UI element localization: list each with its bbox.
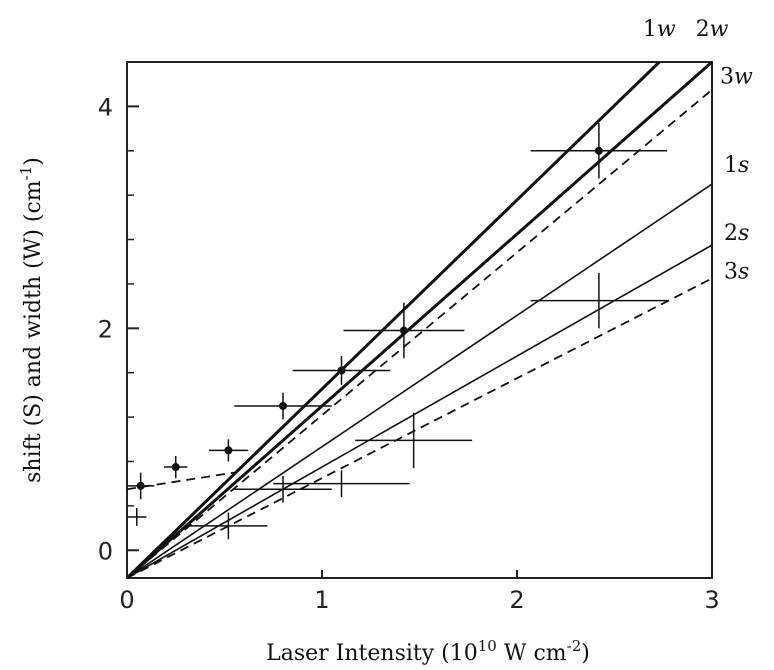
y-axis-title-exp: -1 (17, 166, 35, 181)
x-tick-label: 1 (314, 586, 329, 614)
data-point (343, 302, 465, 359)
line-label-2s: 2s (724, 221, 749, 246)
y-axis-title-main: shift (S) and width (W) (cm (21, 180, 46, 483)
y-tick-label: 0 (98, 537, 113, 565)
data-point (292, 356, 391, 385)
series-line-3s (126, 277, 713, 579)
data-points (127, 123, 668, 540)
x-tick-label: 2 (509, 586, 524, 614)
x-tick-label: 0 (119, 586, 134, 614)
plot-frame (126, 61, 713, 579)
series-line-1s (126, 183, 713, 579)
y-axis-title: shift (S) and width (W) (cm-1) (17, 157, 46, 483)
line-label-2w: 2w (696, 17, 729, 42)
point-marker (279, 402, 287, 410)
x-axis-title-close: ) (581, 641, 590, 666)
data-point (234, 392, 332, 420)
axis-ticks: 0 1 2 3 0 2 4 (98, 93, 720, 614)
point-marker (224, 446, 233, 455)
series-lines (125, 60, 713, 580)
line-label-3w: 3w (720, 65, 753, 90)
data-point (189, 512, 268, 540)
point-marker (136, 481, 145, 490)
data-point (355, 412, 473, 469)
data-point (530, 123, 668, 179)
point-marker (171, 463, 180, 472)
x-tick-label: 3 (704, 586, 719, 614)
x-axis-title-unit-exp: -2 (567, 637, 582, 655)
point-marker (399, 326, 408, 335)
data-point (530, 272, 668, 329)
series-line-3w (126, 89, 713, 579)
data-point (127, 508, 147, 526)
series-line-1w (125, 60, 661, 580)
x-axis-title-main: Laser Intensity (10 (266, 641, 478, 666)
data-point (273, 470, 410, 497)
data-point (208, 439, 248, 462)
line-labels: 1w 2w 3w 1s 2s 3s (643, 17, 753, 284)
line-label-3s: 3s (724, 259, 749, 284)
x-axis-title-exp: 10 (478, 637, 497, 655)
data-point (127, 472, 155, 500)
y-axis-title-close: ) (21, 157, 46, 166)
point-marker (594, 146, 603, 155)
y-tick-label: 2 (98, 315, 113, 343)
line-label-1s: 1s (724, 153, 749, 178)
x-axis-title: Laser Intensity (1010 W cm-2) (266, 637, 590, 666)
point-marker (337, 366, 346, 375)
data-point (164, 455, 188, 479)
series-line-2w (126, 60, 713, 580)
y-tick-label: 4 (98, 93, 113, 121)
line-label-1w: 1w (643, 17, 676, 42)
data-point (234, 475, 332, 503)
x-axis-title-unit: W cm (497, 641, 567, 666)
